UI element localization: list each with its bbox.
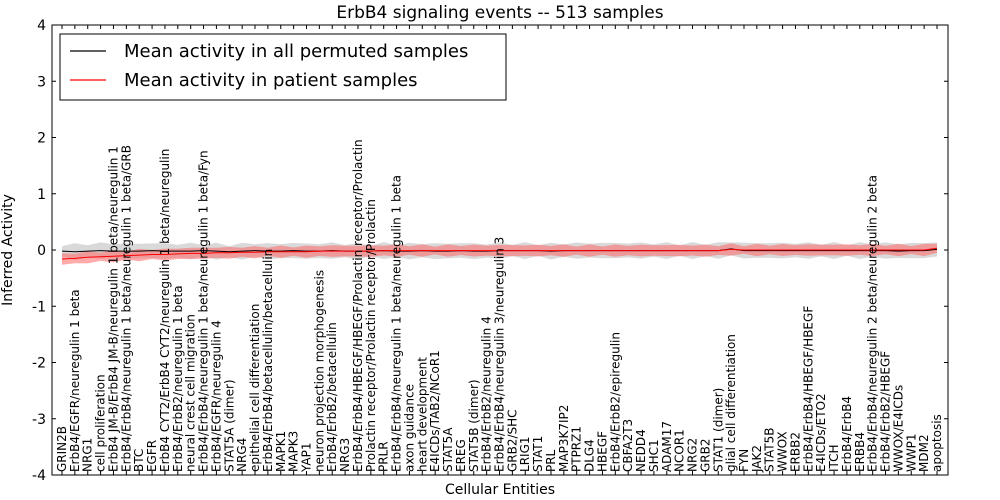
x-category-label: ErbB4 CYT2/ErbB4 CYT2/neuregulin 1 beta/… [158, 149, 172, 472]
y-axis-title: Inferred Activity [0, 194, 16, 306]
x-category-label: ErbB4/ErbB4/neuregulin 2 beta/neuregulin… [866, 175, 880, 472]
x-category-label: NRG4 [235, 438, 249, 472]
x-category-label: E4ICDs/ETO2 [814, 393, 828, 472]
y-tick-label: 0 [37, 243, 46, 259]
y-tick-label: 1 [37, 187, 46, 203]
line-series-1 [61, 247, 938, 260]
x-category-label: DLG4 [583, 439, 597, 472]
x-category-label: STAT1 [531, 436, 545, 472]
x-category-label: ErbB4/ErbB2/neuregulin 1 beta [171, 285, 185, 472]
x-category-label: ErbB4/ErbB4/neuregulin 3/neuregulin 3 [493, 237, 507, 472]
x-category-label: E4ICDs/TAB2/NCoR1 [428, 350, 442, 472]
legend-box [59, 33, 507, 101]
x-category-label: PRL [544, 449, 558, 472]
x-category-label: NEDD4 [634, 429, 648, 472]
x-axis-title: Cellular Entities [445, 482, 555, 498]
x-category-label: MDM2 [917, 434, 931, 472]
x-category-label: MAPK3 [287, 431, 301, 472]
x-category-label: ErbB4/ErbB4/betacellulin/betacellulin [261, 249, 275, 472]
x-category-label: axon guidance [402, 384, 416, 472]
series-lines [61, 247, 938, 260]
x-category-label: ADAM17 [660, 421, 674, 472]
y-tick-label: -3 [32, 412, 46, 428]
x-category-label: PTPRZ1 [570, 426, 584, 472]
x-category-label: MAP3K7IP2 [557, 405, 571, 472]
x-category-label: ErbB4/EGFR/neuregulin 4 [209, 320, 223, 472]
x-category-label: NCOR1 [673, 429, 687, 472]
y-tick-label: -1 [32, 299, 46, 315]
x-category-label: ErbB4/ErbB4/neuregulin 1 beta/neuregulin… [197, 150, 211, 472]
x-category-label: WWOX [776, 431, 790, 472]
x-category-label: GRIN2B [55, 426, 69, 472]
x-category-label: WWOX/E4ICDs [891, 385, 905, 472]
legend-entry-label: Mean activity in all permuted samples [124, 41, 468, 62]
x-category-label: STAT5A (dimer) [222, 379, 236, 472]
x-category-label: Prolactin receptor/Prolactin receptor/Pr… [364, 199, 378, 472]
x-category-label: FYN [737, 449, 751, 472]
y-tick-label: -2 [32, 356, 46, 372]
x-category-label: ErbB4/ErbB4/HBEGF/HBEGF [801, 306, 815, 472]
chart-title: ErbB4 signaling events -- 513 samples [336, 3, 663, 23]
band-series-1 [62, 243, 937, 265]
x-category-label: ErbB4/EGFR/neuregulin 1 beta [68, 289, 82, 472]
y-axis-ticks: -4 -3 -2 -1 0 1 2 3 4 [32, 18, 948, 484]
x-category-label: STAT5A [441, 427, 455, 472]
x-category-label: BTC [132, 449, 146, 472]
legend-entry-label: Mean activity in patient samples [124, 70, 418, 91]
x-category-label: GRB2/SHC [505, 409, 519, 472]
x-category-label: neuron projection morphogenesis [312, 270, 326, 472]
x-category-label: epithelial cell differentiation [248, 304, 262, 472]
y-tick-label: 3 [37, 74, 46, 90]
x-category-label: EREG [454, 439, 468, 472]
x-category-label: ERBB2 [789, 432, 803, 472]
x-category-label: heart development [415, 357, 429, 472]
legend: Mean activity in all permuted samples Mea… [59, 33, 507, 101]
x-category-label: YAP1 [300, 443, 314, 473]
x-category-label: ITCH [827, 444, 841, 472]
y-tick-label: 2 [37, 131, 46, 147]
x-category-label: MAPK1 [274, 431, 288, 472]
x-category-label: ErbB4 JM-B/ErbB4 JM-B/neuregulin 1 beta/… [107, 146, 121, 472]
x-category-label: NRG2 [686, 438, 700, 472]
x-category-label: STAT5B (dimer) [467, 379, 481, 472]
x-category-label: cell proliferation [94, 374, 108, 472]
x-category-label: NRG3 [338, 438, 352, 472]
x-category-label: HBEGF [595, 431, 609, 472]
x-category-label: ErbB4/ErbB4/neuregulin 1 beta/neuregulin… [119, 145, 133, 472]
x-category-label: ErbB4/ErbB2/betacellulin [325, 322, 339, 472]
x-category-label: CBFA2T3 [621, 419, 635, 472]
y-tick-label: -4 [32, 468, 46, 484]
x-category-label: ErbB4/ErbB2/HBEGF [879, 351, 893, 472]
x-category-label: STAT1 (dimer) [711, 388, 725, 472]
x-category-label: STAT5B [763, 427, 777, 472]
x-category-label: NRG1 [81, 438, 95, 472]
x-category-label: ErbB4/ErbB2/neuregulin 4 [480, 316, 494, 472]
x-category-label: ErbB4/ErbB4 [840, 396, 854, 472]
x-category-label: LRIG1 [518, 436, 532, 472]
x-category-label: ErbB4/ErbB4/HBEGF/HBEGF/Prolactin recept… [351, 139, 365, 472]
x-category-label: neural crest cell migration [184, 314, 198, 472]
x-category-label: EGFR [145, 440, 159, 472]
x-category-label: JAK2 [750, 445, 764, 473]
x-category-label: SHC1 [647, 439, 661, 472]
x-category-label: ErbB4/ErbB2/epiregulin [608, 332, 622, 472]
x-category-label: ERBB4 [853, 432, 867, 472]
x-category-label: apoptosis [930, 414, 944, 472]
x-category-label: PRLR [377, 441, 391, 472]
x-category-label: ErbB4/ErbB4/neuregulin 1 beta/neuregulin… [390, 175, 404, 472]
x-category-label: WWP1 [904, 433, 918, 472]
y-tick-label: 4 [37, 18, 46, 34]
x-category-label: GRB2 [698, 439, 712, 473]
x-category-label: glial cell differentiation [724, 334, 738, 472]
